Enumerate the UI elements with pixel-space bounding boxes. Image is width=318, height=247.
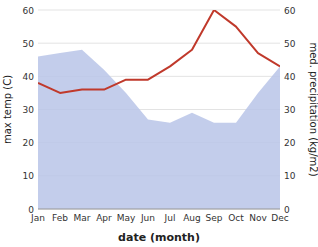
grid-line [38, 10, 280, 11]
y2-tick-label: 50 [284, 39, 296, 49]
y2-tick-label: 20 [284, 138, 296, 148]
y-tick-label: 30 [23, 105, 35, 115]
grid-line [38, 209, 280, 210]
x-tick-label: Jul [164, 213, 176, 223]
line [38, 10, 280, 93]
x-axis-line [38, 209, 280, 210]
y2-tick-label: 30 [284, 105, 296, 115]
y2-tick-label: 40 [284, 72, 296, 82]
x-tick-label: Jan [30, 213, 45, 223]
x-tick-label: Feb [52, 213, 68, 223]
y2-tick-label: 60 [284, 6, 296, 16]
y2-axis-label: med. precipitation (kg/m2) [308, 42, 318, 176]
x-tick-label: Oct [228, 213, 244, 223]
x-tick-label: Aug [183, 213, 201, 223]
grid-line [38, 43, 280, 44]
y-tick-label: 40 [23, 72, 35, 82]
x-tick-label: Jun [140, 213, 155, 223]
x-tick-label: May [117, 213, 136, 223]
x-tick-label: Apr [96, 213, 112, 223]
x-tick-label: Dec [271, 213, 288, 223]
y-tick-label: 60 [23, 6, 35, 16]
y-tick-label: 20 [23, 138, 35, 148]
grid [38, 10, 280, 209]
x-tick-label: Mar [74, 213, 91, 223]
x-tick-label: Nov [249, 213, 267, 223]
y-tick-label: 50 [23, 39, 35, 49]
x-tick-label: Sep [206, 213, 223, 223]
plot-area [38, 10, 280, 209]
y-axis-label: max temp (C) [2, 75, 13, 144]
chart: 01020304050600102030405060JanFebMarAprMa… [0, 0, 318, 247]
y2-tick-label: 10 [284, 171, 296, 181]
y-tick-label: 10 [23, 171, 35, 181]
x-axis-label: date (month) [118, 231, 200, 244]
